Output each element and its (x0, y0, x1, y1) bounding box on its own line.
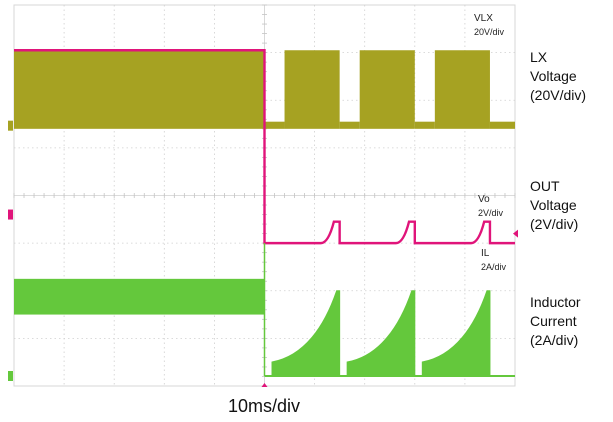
channel-ground-marker (8, 120, 13, 131)
lx-switching-block (434, 50, 490, 129)
lx-off-segment (339, 121, 360, 129)
lx-switching-block (359, 50, 415, 129)
vo-trace (14, 49, 515, 245)
scope-traces (14, 49, 515, 377)
lx-channel-label: VLX (474, 13, 493, 24)
trigger-position-marker (261, 383, 268, 387)
time-scale-label: 10ms/div (227, 396, 301, 416)
lx-switching-block (284, 50, 340, 129)
channel-markers (8, 120, 518, 387)
channel-ground-marker (8, 209, 13, 220)
vo-scale-label: 2V/div (478, 208, 504, 218)
il-channel-label: IL (481, 248, 490, 259)
il-ramp (264, 290, 341, 377)
scope-labels: VLX 20V/div Vo 2V/div IL 2A/div (474, 13, 507, 272)
il-ramp (414, 290, 491, 377)
il-scale-label: 2A/div (481, 262, 507, 272)
lx-voltage-legend: LX Voltage (20V/div) (530, 49, 587, 103)
channel-ground-marker (8, 371, 13, 381)
lx-scale-label: 20V/div (474, 27, 505, 37)
il-ramp (339, 290, 416, 377)
il-ripple-band (14, 278, 265, 315)
out-voltage-legend: OUT Voltage (2V/div) (530, 178, 579, 232)
inductor-current-legend: Inductor Current (2A/div) (530, 294, 581, 348)
trigger-level-marker (513, 229, 518, 238)
lx-off-segment (264, 121, 285, 129)
lx-off-segment (489, 121, 515, 129)
lx-switching-block (14, 50, 265, 129)
lx-off-segment (414, 121, 435, 129)
vo-channel-label: Vo (478, 194, 490, 205)
